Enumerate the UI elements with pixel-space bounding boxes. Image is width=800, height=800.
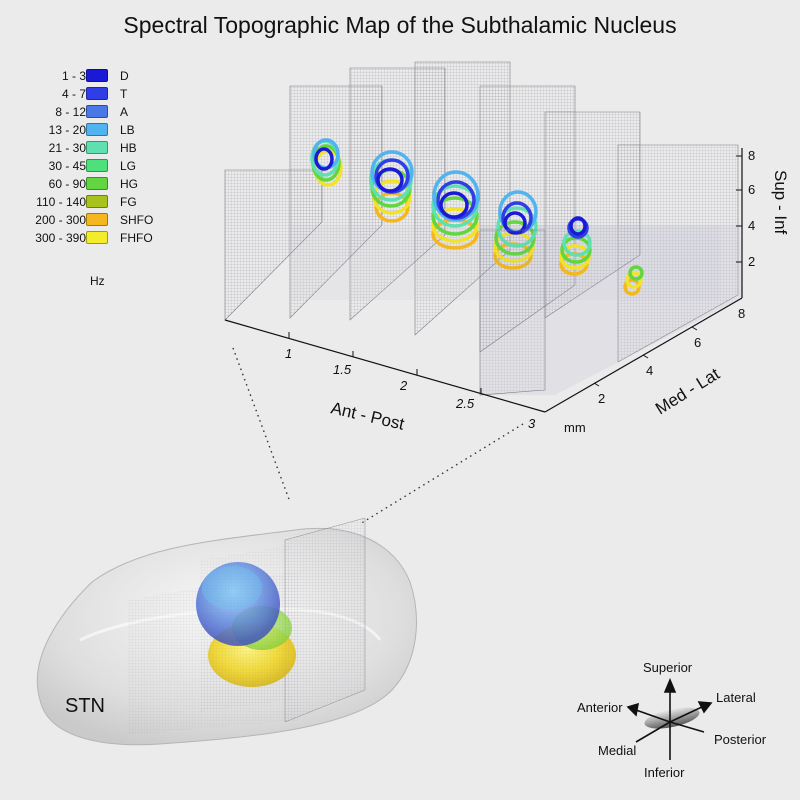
legend-swatch — [86, 177, 108, 190]
legend-range: 4 - 7 — [61, 87, 86, 101]
legend-band-name: FG — [120, 195, 137, 209]
legend-range: 200 - 300 — [35, 213, 86, 227]
legend-entry: 8 - 12 A — [28, 104, 178, 122]
legend-range: 21 - 30 — [48, 141, 86, 155]
ant-post-axis-label: Ant - Post — [329, 398, 406, 433]
legend-entry: 110 - 140 FG — [28, 194, 178, 212]
sup-inf-tick: 2 — [748, 254, 755, 269]
legend-band-name: T — [120, 87, 128, 101]
legend-swatch — [86, 195, 108, 208]
legend-swatch — [86, 159, 108, 172]
legend-entry: 4 - 7 T — [28, 86, 178, 104]
orientation-lateral: Lateral — [716, 690, 756, 705]
ring-cluster — [310, 138, 343, 187]
figure-title: Spectral Topographic Map of the Subthala… — [123, 12, 677, 38]
med-lat-axis-label: Med - Lat — [652, 364, 723, 418]
legend-range: 30 - 45 — [48, 159, 86, 173]
legend-band-name: SHFO — [120, 213, 154, 227]
med-lat-tick: 6 — [694, 335, 701, 350]
orientation-posterior: Posterior — [714, 732, 767, 747]
ant-post-tick: 2.5 — [455, 396, 475, 411]
med-lat-tick: 8 — [738, 306, 745, 321]
orientation-inferior: Inferior — [644, 765, 685, 780]
legend-range: 60 - 90 — [48, 177, 86, 191]
orientation-disk — [644, 707, 700, 729]
ant-post-tick: 1.5 — [333, 362, 352, 377]
legend-entry: 30 - 45 LG — [28, 158, 178, 176]
legend-band-name: HB — [120, 141, 137, 155]
legend-swatch — [86, 105, 108, 118]
legend-entry: 21 - 30 HB — [28, 140, 178, 158]
grid-plane — [617, 144, 739, 363]
legend-swatch — [86, 87, 108, 100]
ring-cluster — [369, 150, 414, 223]
legend-entry: 300 - 390 FHFO — [28, 230, 178, 248]
grid-plane — [224, 169, 323, 321]
legend-swatch — [86, 69, 108, 82]
legend-range: 13 - 20 — [48, 123, 86, 137]
zoom-guides — [232, 347, 524, 525]
legend-swatch — [86, 213, 108, 226]
legend-swatch — [86, 231, 108, 244]
legend-band-name: A — [120, 105, 129, 119]
med-lat-tick: 4 — [646, 363, 653, 378]
legend-entry: 13 - 20 LB — [28, 122, 178, 140]
stn-label: STN — [65, 695, 105, 717]
legend-unit: Hz — [90, 274, 105, 288]
ring-cluster — [431, 170, 480, 250]
sup-inf-tick: 8 — [748, 148, 755, 163]
ant-post-tick: 2 — [399, 378, 408, 393]
axis-ticks — [288, 155, 742, 394]
grid-plane — [479, 229, 546, 396]
legend-swatch — [86, 123, 108, 136]
legend-band-name: LB — [120, 123, 135, 137]
ring-cluster — [559, 216, 592, 276]
ant-post-tick: 3 — [528, 416, 536, 431]
legend-entry: 60 - 90 HG — [28, 176, 178, 194]
legend-range: 110 - 140 — [36, 195, 86, 209]
orientation-compass: Superior Lateral Anterior Posterior Medi… — [577, 660, 767, 780]
orientation-anterior: Anterior — [577, 700, 623, 715]
sup-inf-tick: 6 — [748, 182, 755, 197]
orientation-superior: Superior — [643, 660, 693, 675]
stn-model: STN — [36, 517, 417, 746]
legend-band-name: FHFO — [120, 231, 153, 245]
legend-range: 1 - 3 — [61, 69, 86, 83]
legend-band-name: LG — [120, 159, 137, 173]
legend-entry: 1 - 3 D — [28, 68, 178, 86]
sup-inf-tick: 4 — [748, 218, 755, 233]
spectral-map-3d: 1 1.5 2 2.5 3 Ant - Post 2 4 6 8 mm Med … — [224, 61, 790, 435]
legend-band-name: HG — [120, 177, 138, 191]
legend-band-name: D — [120, 69, 129, 83]
sup-inf-axis-label: Sup - Inf — [771, 170, 790, 235]
med-lat-tick: 2 — [598, 391, 605, 406]
legend-range: 300 - 390 — [35, 231, 86, 245]
legend-range: 8 - 12 — [55, 105, 86, 119]
stn-grid-slices — [200, 545, 290, 712]
orientation-medial: Medial — [598, 743, 636, 758]
frequency-legend: 1 - 3 D 4 - 7 T 8 - 12 A 13 - 20 LB 21 - 30 H… — [28, 68, 178, 288]
ant-post-tick: 1 — [285, 346, 292, 361]
legend-swatch — [86, 141, 108, 154]
legend-entry: 200 - 300 SHFO — [28, 212, 178, 230]
ring-cluster — [623, 265, 644, 296]
med-lat-unit: mm — [564, 420, 586, 435]
